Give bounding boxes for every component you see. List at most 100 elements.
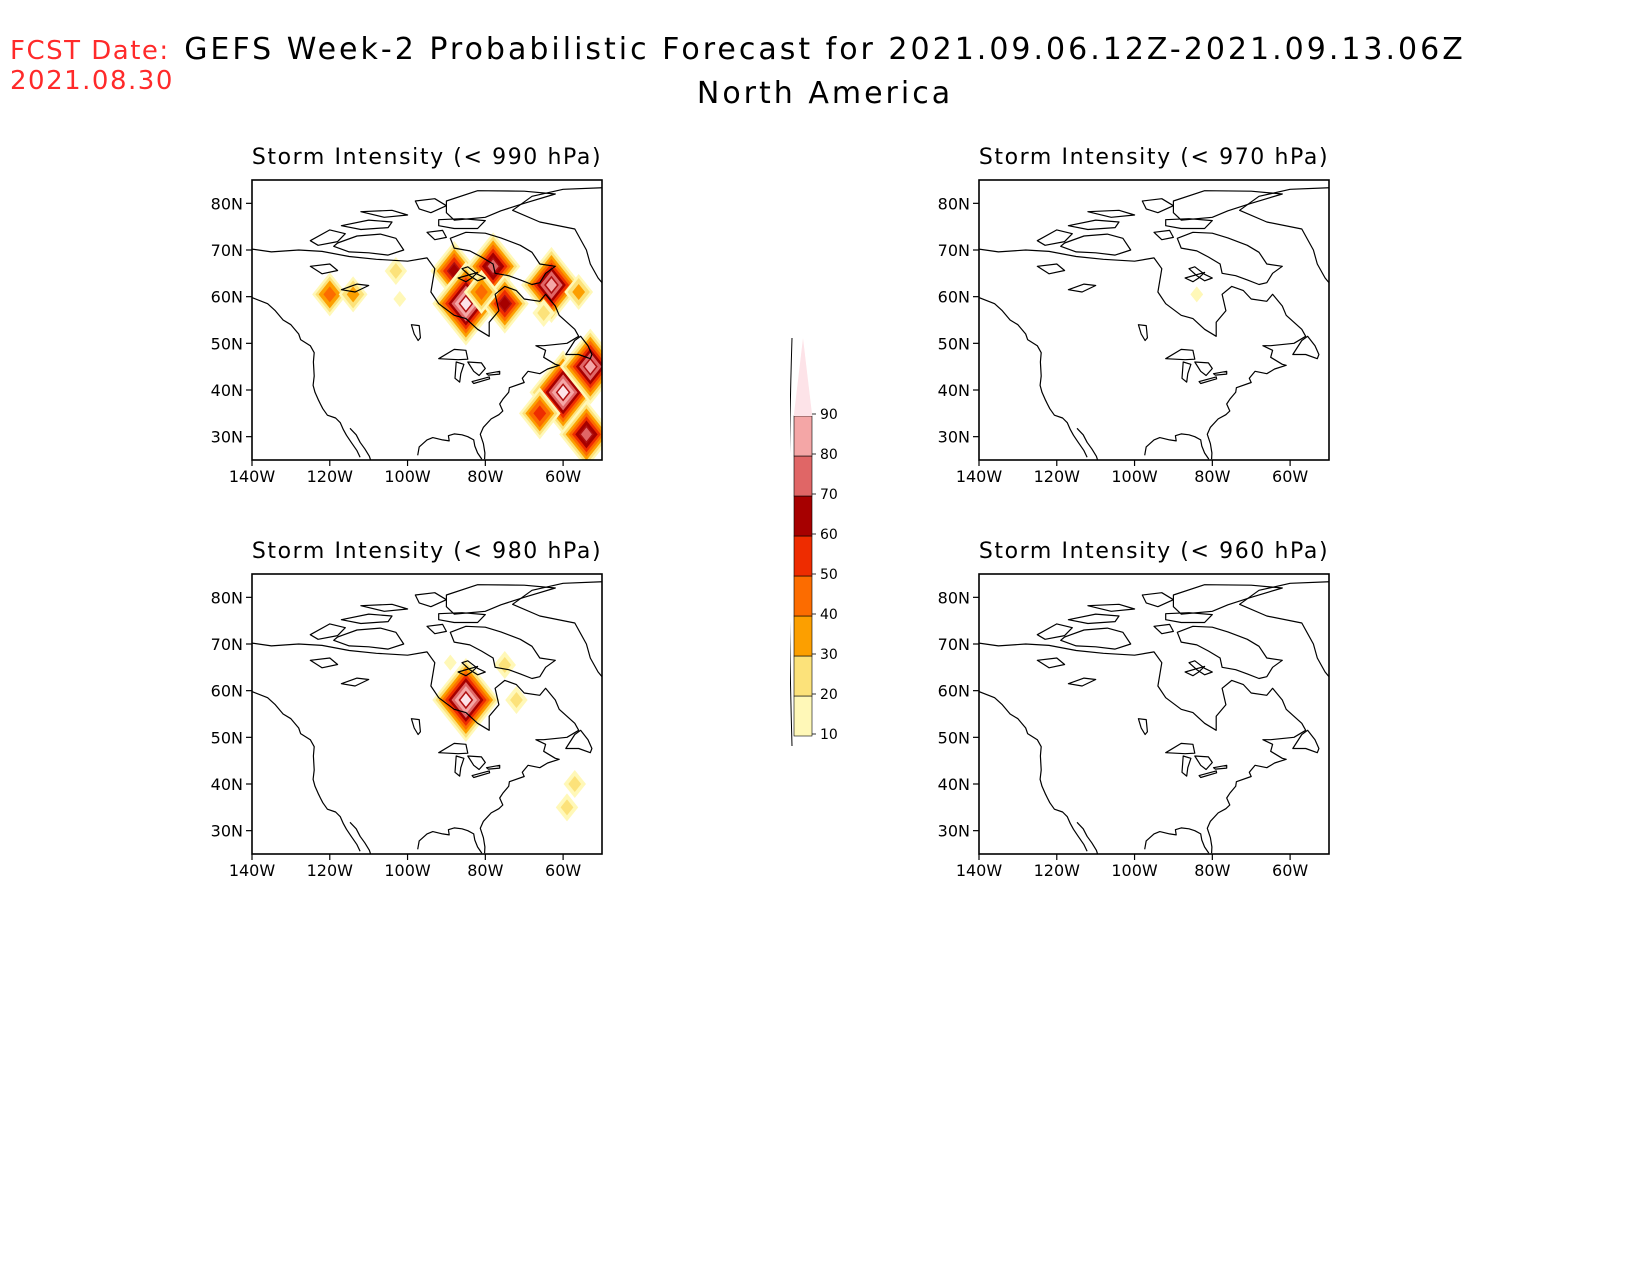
coastline-greenland bbox=[1239, 187, 1329, 284]
coastline-huron bbox=[467, 361, 486, 377]
probability-blob bbox=[497, 294, 513, 313]
panel-storm-960: Storm Intensity (< 960 hPa) 140W 120W 100W 8… bbox=[927, 534, 1427, 934]
probability-blob bbox=[498, 657, 512, 673]
coastline-superior bbox=[438, 742, 469, 755]
lon-tick-label: 60W bbox=[1272, 467, 1308, 486]
map-frame bbox=[978, 179, 1330, 461]
coastline-huron bbox=[1194, 755, 1213, 771]
coastline-greenland bbox=[1239, 581, 1329, 678]
coastline-winnipeg bbox=[410, 324, 421, 342]
colorbar-label: 30 bbox=[820, 647, 838, 663]
coastline-west bbox=[979, 297, 1088, 458]
probability-blob bbox=[537, 305, 551, 321]
lat-tick-label: 60N bbox=[211, 682, 243, 701]
coastline-huron bbox=[467, 755, 486, 771]
colorbar-swatch bbox=[793, 455, 813, 497]
coastline-hudsonIsl bbox=[1188, 266, 1213, 282]
coastline-parry bbox=[360, 603, 409, 612]
probability-blob bbox=[544, 275, 559, 295]
coastline-southampton bbox=[1184, 271, 1206, 283]
coastline-newfoundland bbox=[565, 729, 593, 754]
colorbar-label: 80 bbox=[820, 447, 838, 463]
map-frame bbox=[978, 573, 1330, 855]
coastline-axel bbox=[414, 592, 447, 608]
lat-tick-label: 80N bbox=[211, 194, 243, 213]
probability-blob bbox=[1190, 286, 1204, 303]
coastline-banks bbox=[1036, 623, 1073, 640]
coastline-somerset bbox=[1153, 229, 1174, 241]
coastline-gulf bbox=[1144, 433, 1210, 460]
lat-tick-label: 30N bbox=[211, 822, 243, 841]
coastline-gulfCal bbox=[1076, 821, 1099, 854]
lon-tick-label: 60W bbox=[1272, 861, 1308, 880]
probability-blob bbox=[458, 294, 474, 313]
map-area bbox=[252, 187, 602, 460]
colorbar-label: 70 bbox=[820, 487, 838, 503]
region-subtitle: North America bbox=[696, 76, 954, 111]
coastline-ontario bbox=[485, 764, 501, 770]
map-area bbox=[252, 581, 602, 854]
probability-blob bbox=[389, 263, 403, 279]
colorbar-label: 20 bbox=[820, 687, 838, 703]
panel-storm-990: Storm Intensity (< 990 hPa) 140W 120W 100W 8… bbox=[200, 140, 700, 540]
colorbar-label: 40 bbox=[820, 607, 838, 623]
lat-tick-label: 40N bbox=[211, 381, 243, 400]
coastline-mainland bbox=[252, 642, 580, 854]
coastline-ellesmere bbox=[1172, 190, 1283, 221]
coastline-michigan bbox=[454, 755, 465, 777]
map-svg-p980: Storm Intensity (< 980 hPa) 140W 120W 100W 8… bbox=[211, 539, 603, 880]
coastline-newfoundland bbox=[565, 335, 593, 360]
coastline-bear bbox=[309, 657, 339, 669]
lat-tick-label: 40N bbox=[211, 775, 243, 794]
lon-tick-label: 120W bbox=[1034, 467, 1081, 486]
lon-tick-label: 80W bbox=[467, 467, 503, 486]
colorbar-swatch bbox=[793, 655, 813, 697]
probability-blob bbox=[393, 291, 407, 307]
lat-tick-label: 70N bbox=[938, 241, 970, 260]
coastline-southampton bbox=[1184, 665, 1206, 677]
lat-tick-label: 80N bbox=[938, 588, 970, 607]
colorbar-top-triangle bbox=[794, 338, 812, 414]
coastline-banks bbox=[1036, 229, 1073, 246]
coastline-west bbox=[252, 691, 361, 852]
lon-tick-label: 120W bbox=[1034, 861, 1081, 880]
lon-tick-label: 140W bbox=[956, 467, 1003, 486]
coastline-gulf bbox=[1144, 827, 1210, 854]
probability-blob bbox=[572, 284, 586, 300]
colorbar-label: 60 bbox=[820, 527, 838, 543]
panel-title: Storm Intensity (< 980 hPa) bbox=[252, 539, 602, 564]
coastline-mainland bbox=[252, 248, 580, 460]
map-svg-p960: Storm Intensity (< 960 hPa) 140W 120W 100W 8… bbox=[938, 539, 1330, 880]
lon-tick-label: 60W bbox=[545, 861, 581, 880]
coastline-melville bbox=[1067, 219, 1120, 231]
probability-blob bbox=[475, 284, 488, 300]
coastline-melville bbox=[1067, 613, 1120, 625]
coastline-ellesmere bbox=[445, 584, 556, 615]
coastline-ellesmere bbox=[1172, 584, 1283, 615]
coastline-victoria bbox=[1060, 627, 1132, 650]
coastline-devon bbox=[1165, 218, 1213, 230]
coastline-hudsonIsl bbox=[1188, 660, 1213, 676]
coastline-southampton bbox=[457, 665, 479, 677]
coastline-somerset bbox=[426, 229, 447, 241]
coastline-gulfCal bbox=[349, 427, 372, 460]
map-svg-p970: Storm Intensity (< 970 hPa) 140W 120W 100W 8… bbox=[938, 145, 1330, 486]
coastline-banks bbox=[309, 229, 346, 246]
colorbar-label: 50 bbox=[820, 567, 838, 583]
coastline-bear bbox=[1036, 657, 1066, 669]
lat-tick-label: 70N bbox=[211, 241, 243, 260]
lon-tick-label: 100W bbox=[384, 467, 431, 486]
coastline-victoria bbox=[333, 627, 405, 650]
coastline-parry bbox=[1087, 209, 1136, 218]
coastline-winnipeg bbox=[1137, 718, 1148, 736]
colorbar-swatch bbox=[793, 495, 813, 537]
panel-title: Storm Intensity (< 990 hPa) bbox=[252, 145, 602, 170]
coastline-somerset bbox=[1153, 623, 1174, 635]
lat-tick-label: 50N bbox=[211, 334, 243, 353]
coastline-erie bbox=[1198, 770, 1218, 779]
coastline-mainland bbox=[979, 642, 1307, 854]
probability-blob bbox=[510, 692, 523, 708]
coastline-melville bbox=[340, 219, 393, 231]
colorbar-label: 90 bbox=[820, 407, 838, 423]
panel-storm-980: Storm Intensity (< 980 hPa) 140W 120W 100W 8… bbox=[200, 534, 700, 934]
